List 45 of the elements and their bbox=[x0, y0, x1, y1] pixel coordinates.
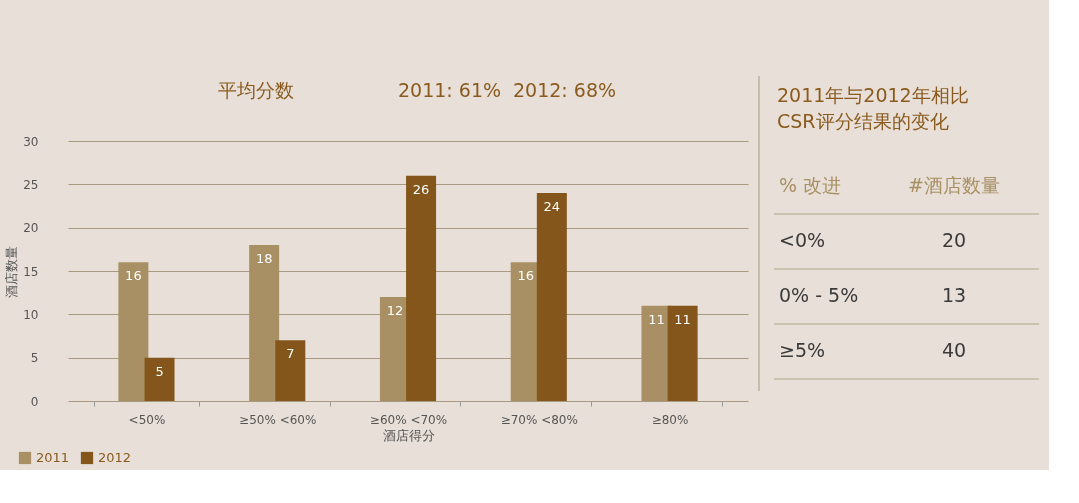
data-label: 11 bbox=[674, 311, 691, 327]
y-axis-title: 酒店数量 bbox=[4, 245, 20, 298]
data-label: 26 bbox=[412, 181, 430, 197]
bar bbox=[406, 175, 437, 401]
bar bbox=[118, 262, 149, 401]
text: 2012: 68% bbox=[513, 79, 617, 101]
text: % 改进 bbox=[779, 174, 842, 196]
data-label: 5 bbox=[155, 363, 164, 379]
data-label: 16 bbox=[125, 268, 142, 284]
text: 20 bbox=[941, 229, 967, 251]
y-tick-label: 20 bbox=[23, 221, 39, 236]
bar bbox=[667, 305, 698, 401]
data-label: 12 bbox=[386, 303, 404, 318]
bar bbox=[275, 340, 306, 401]
legend-label: 2012 bbox=[98, 450, 132, 465]
y-tick-label: 15 bbox=[23, 264, 39, 279]
text: 13 bbox=[941, 284, 967, 306]
bar bbox=[536, 193, 567, 401]
x-tick-label: ≥80% bbox=[651, 412, 689, 427]
x-tick-label: ≥70% <80% bbox=[500, 412, 578, 427]
bar bbox=[144, 357, 175, 401]
data-label: 11 bbox=[648, 311, 665, 327]
x-axis-title: 酒店得分 bbox=[382, 427, 435, 443]
bar bbox=[249, 245, 280, 401]
y-tick-label: 10 bbox=[23, 307, 39, 322]
text: 2011: 61% bbox=[398, 79, 502, 101]
text: <0% bbox=[779, 229, 826, 251]
y-tick-label: 5 bbox=[30, 351, 39, 366]
data-label: 24 bbox=[543, 199, 561, 214]
data-label: 7 bbox=[286, 346, 295, 362]
text: 0% - 5% bbox=[779, 284, 859, 306]
text: 2011年与2012年相比 CSR评分结果的变化 bbox=[777, 84, 969, 132]
x-tick-label: ≥50% <60% bbox=[239, 412, 317, 427]
data-label: 16 bbox=[517, 268, 534, 284]
legend-label: 2011 bbox=[36, 450, 70, 465]
y-tick-label: 25 bbox=[23, 177, 39, 192]
x-tick-label: ≥60% <70% bbox=[369, 412, 448, 427]
chart-title: 平均分数 bbox=[218, 79, 294, 101]
x-tick-label: <50% bbox=[128, 412, 166, 427]
text: #酒店数量 bbox=[908, 174, 1000, 196]
data-label: 18 bbox=[255, 251, 273, 266]
text: 40 bbox=[941, 339, 967, 361]
y-tick-label: 30 bbox=[23, 134, 39, 149]
text: ≥5% bbox=[779, 339, 826, 361]
y-tick-label: 0 bbox=[30, 394, 39, 409]
